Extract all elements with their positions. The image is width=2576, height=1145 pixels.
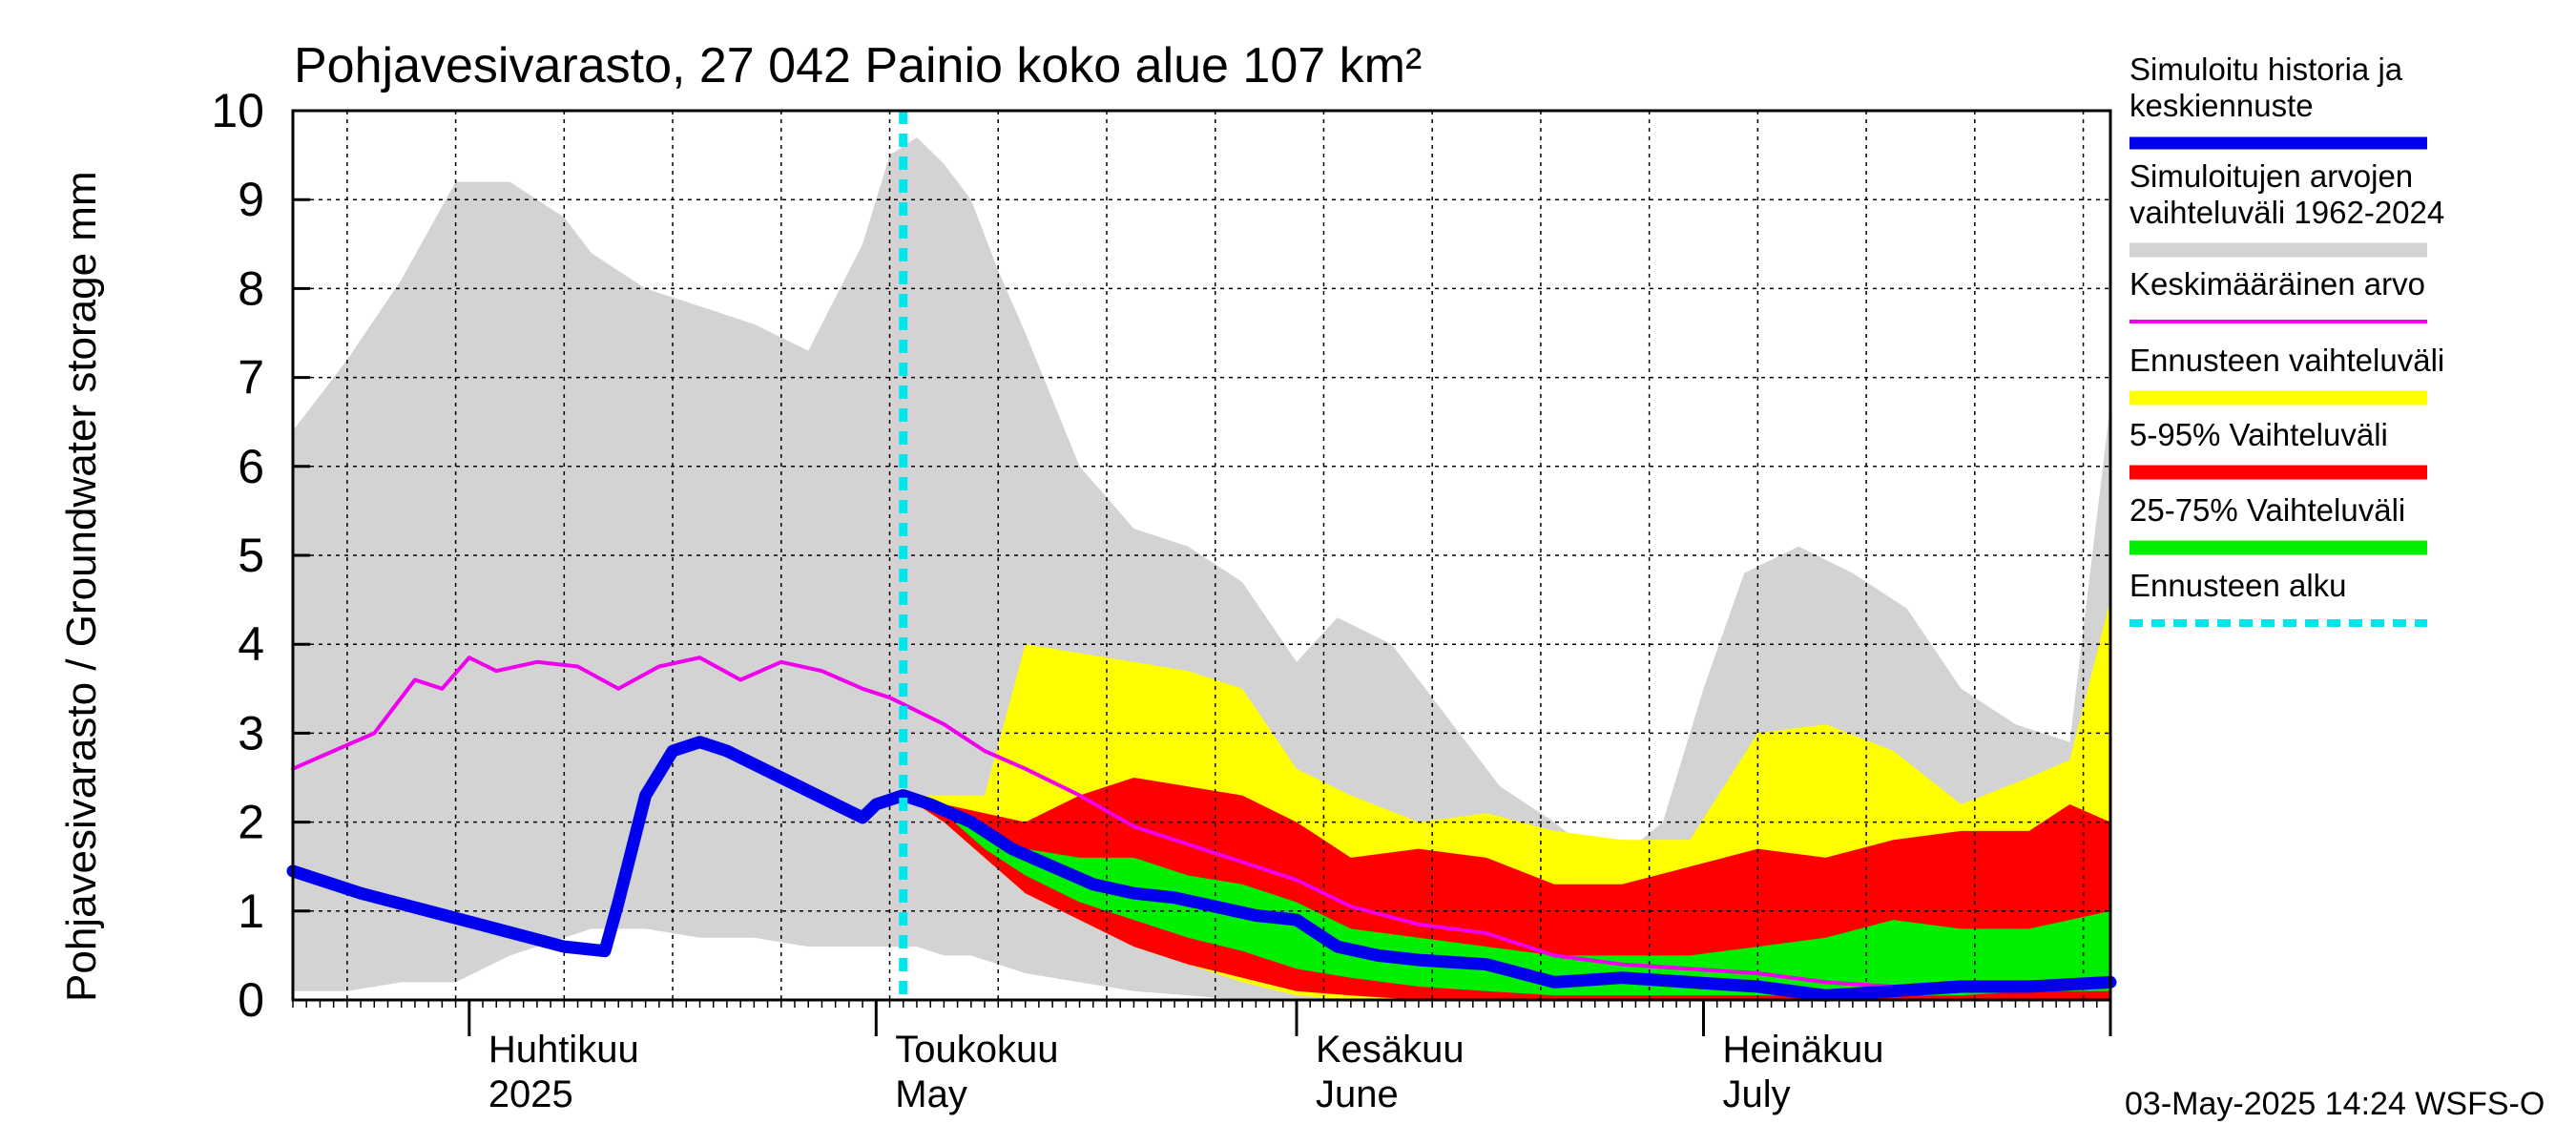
series-mean — [291, 656, 2112, 989]
band-hist_range — [293, 137, 2110, 1000]
line-layer — [286, 111, 2117, 1002]
legend-label: Simuloitujen arvojen — [2129, 158, 2413, 194]
legend-label: Ennusteen vaihteluväli — [2129, 343, 2444, 378]
y-axis-ticks: 0 1 2 3 4 5 6 7 8 9 10 — [211, 84, 310, 1027]
y-tick-label: 7 — [238, 351, 264, 405]
footer-timestamp: 03-May-2025 14:24 WSFS-O — [2125, 1086, 2545, 1122]
legend-label: Keskimääräinen arvo — [2129, 266, 2425, 302]
chart-title: Pohjavesivarasto, 27 042 Painio koko alu… — [294, 38, 1422, 94]
x-month-label: Toukokuu — [895, 1029, 1058, 1071]
x-month-sublabel: July — [1723, 1073, 1791, 1115]
legend-label: 5-95% Vaihteluväli — [2129, 417, 2388, 452]
series-simulated — [286, 736, 2117, 1002]
y-tick-label: 1 — [238, 885, 264, 938]
x-month-label: Huhtikuu — [488, 1029, 639, 1071]
legend-label: keskiennuste — [2129, 88, 2314, 123]
legend-label: 25-75% Vaihteluväli — [2129, 492, 2405, 528]
y-tick-label: 3 — [238, 706, 264, 760]
grid-layer — [293, 111, 2110, 1000]
y-tick-label: 0 — [238, 973, 264, 1027]
y-tick-label: 5 — [238, 529, 264, 582]
y-tick-label: 9 — [238, 173, 264, 226]
y-tick-label: 10 — [211, 84, 264, 137]
legend-label: vaihteluväli 1962-2024 — [2129, 195, 2444, 230]
x-month-label: Kesäkuu — [1316, 1029, 1465, 1071]
legend-label: Simuloitu historia ja — [2129, 52, 2403, 87]
y-axis-label: Pohjavesivarasto / Groundwater storage m… — [58, 171, 105, 1002]
x-month-sublabel: 2025 — [488, 1073, 573, 1115]
x-month-sublabel: May — [895, 1073, 967, 1115]
y-tick-label: 8 — [238, 261, 264, 315]
x-month-label: Heinäkuu — [1723, 1029, 1884, 1071]
y-tick-label: 4 — [238, 617, 264, 671]
y-tick-label: 6 — [238, 440, 264, 493]
band-p25_75 — [903, 795, 2111, 996]
y-tick-label: 2 — [238, 796, 264, 849]
x-month-sublabel: June — [1316, 1073, 1399, 1115]
legend-label: Ennusteen alku — [2129, 568, 2347, 603]
